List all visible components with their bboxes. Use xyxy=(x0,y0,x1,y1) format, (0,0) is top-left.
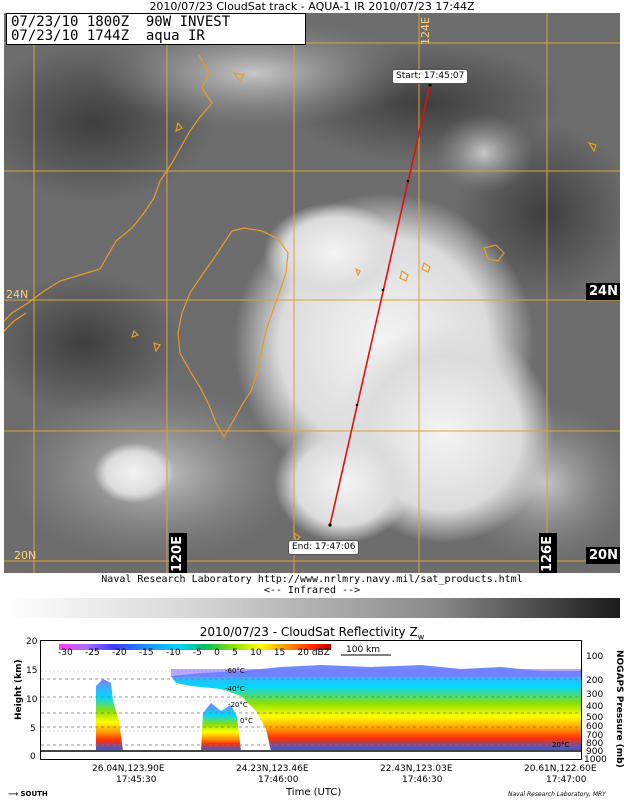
track-start-label: Start: 17:45:07 xyxy=(392,69,469,84)
image-title: 2010/07/23 CloudSat track - AQUA-1 IR 20… xyxy=(149,0,475,13)
colorbar-ticks: -30 -25 -20 -15 -10 -5 0 5 10 15 20 dBZ xyxy=(58,648,330,658)
iso-label: -40°C xyxy=(225,685,245,693)
reflectivity-curtain xyxy=(41,644,581,752)
satellite-map xyxy=(4,13,620,573)
faint-lat-label-20n: 20N xyxy=(14,549,37,562)
colorbar xyxy=(59,644,331,650)
x-coord-label: 20.61N,122.60E xyxy=(524,764,597,774)
track-ticks xyxy=(328,83,432,527)
p-tick: 600 xyxy=(586,722,604,732)
faint-lon-label-124e: 124E xyxy=(419,17,432,45)
header-line-2: 07/23/10 1744Z aqua IR xyxy=(11,28,205,44)
lat-label-20n: 20N xyxy=(586,547,620,564)
x-axis-title: Time (UTC) xyxy=(286,787,342,798)
p-tick: 500 xyxy=(586,713,604,723)
x-coord-label: 24.23N,123.46E xyxy=(236,764,309,774)
header-box: 07/23/10 1800Z 90W INVEST 07/23/10 1744Z … xyxy=(6,13,306,45)
p-tick: 1000 xyxy=(584,755,607,765)
coastlines xyxy=(4,54,597,543)
y-tick: 20 xyxy=(26,637,38,647)
nrl-credit: Naval Research Laboratory http://www.nrl… xyxy=(101,574,523,585)
reflectivity-title-text: 2010/07/23 - CloudSat Reflectivity Z xyxy=(199,625,418,639)
lat-label-24n: 24N xyxy=(586,283,620,300)
cbar-tick: -5 xyxy=(192,648,202,658)
direction-label: SOUTH xyxy=(20,790,48,798)
y-tick: 10 xyxy=(26,695,38,705)
reflectivity-title-sub: w xyxy=(417,632,425,642)
cbar-tick: -30 xyxy=(58,648,73,658)
lon-label-126e: 126E xyxy=(539,533,557,573)
cbar-tick: 20 dBZ xyxy=(297,648,330,658)
iso-label: 0°C xyxy=(240,717,253,725)
cbar-tick: 5 xyxy=(232,648,238,658)
arrow-right-icon: ⟶ xyxy=(8,790,19,798)
cbar-tick: 10 xyxy=(250,648,262,658)
y-tick: 0 xyxy=(30,752,36,762)
x-time-label: 17:47:00 xyxy=(546,775,587,785)
iso-label: 20°C xyxy=(552,741,570,749)
track-end-label: End: 17:47:06 xyxy=(288,540,360,555)
x-coord-label: 22.43N,123.03E xyxy=(380,764,453,774)
faint-lat-label-24n: 24N xyxy=(6,288,29,301)
cbar-tick: -20 xyxy=(111,648,127,658)
reflectivity-title: 2010/07/23 - CloudSat Reflectivity Zw xyxy=(0,625,624,644)
header-line-1: 07/23/10 1800Z 90W INVEST xyxy=(11,14,231,30)
p-tick: 900 xyxy=(586,747,604,757)
x-time-label: 17:46:00 xyxy=(258,775,299,785)
p-tick: 700 xyxy=(586,731,604,741)
y-axis-right-label: NOGAPS Pressure (mb) xyxy=(614,650,624,768)
p-tick: 800 xyxy=(586,739,604,749)
footer-credit: Naval Research Laboratory, MRY xyxy=(508,791,606,798)
lon-label-120e: 120E xyxy=(169,533,187,573)
infrared-gradient-bar xyxy=(4,598,620,618)
y-tick: 5 xyxy=(30,724,36,734)
cbar-tick: 0 xyxy=(214,648,220,658)
infrared-scale-label: <-- Infrared --> xyxy=(263,585,361,596)
cbar-tick: -10 xyxy=(165,648,181,658)
p-tick: 400 xyxy=(586,702,604,712)
cbar-tick: 15 xyxy=(273,648,286,658)
iso-label: -60°C xyxy=(225,667,245,675)
x-time-label: 17:45:30 xyxy=(116,775,157,785)
reflectivity-plot xyxy=(40,640,582,760)
y-axis-left-label: Height (km) xyxy=(14,659,24,720)
p-tick: 200 xyxy=(586,676,604,686)
direction-indicator: ⟶ SOUTH xyxy=(8,789,48,799)
x-time-label: 17:46:30 xyxy=(402,775,443,785)
x-coord-label: 26.04N,123.90E xyxy=(92,764,165,774)
satellite-ir-image: Start: 17:45:07 End: 17:47:06 24N 20N 12… xyxy=(4,13,620,573)
p-tick: 100 xyxy=(586,652,604,662)
iso-label: -20°C xyxy=(228,701,248,709)
p-tick: 300 xyxy=(586,690,604,700)
cbar-tick: -25 xyxy=(84,648,100,658)
cbar-tick: -15 xyxy=(138,648,154,658)
cloudsat-track xyxy=(329,84,431,526)
reflectivity-echoes xyxy=(96,665,581,751)
scale-bar-label: 100 km xyxy=(346,645,381,655)
y-tick: 15 xyxy=(26,666,38,676)
